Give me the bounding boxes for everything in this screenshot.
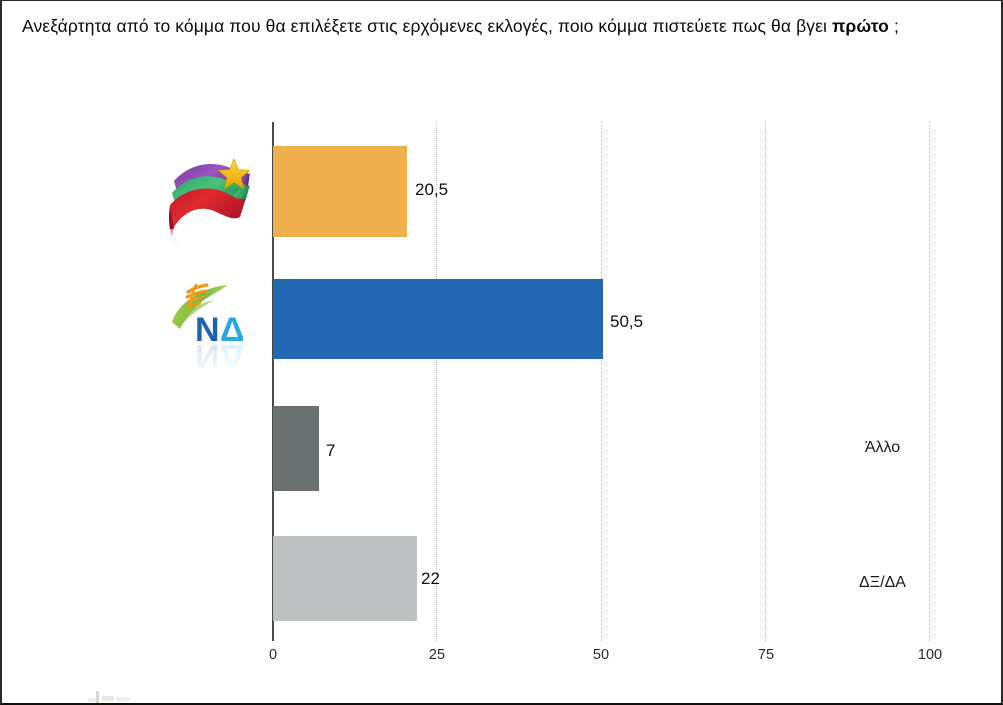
tick-label-100: 100 [917, 647, 943, 663]
question-text-suffix: ; [888, 16, 899, 36]
gridline-25 [436, 122, 438, 641]
value-axis-line [272, 122, 274, 641]
question-text-emphasis: πρώτο [831, 16, 889, 36]
tick-label-50: 50 [592, 647, 610, 663]
bar-nd[interactable] [273, 279, 603, 359]
category-label-dn-da: ΔΞ/ΔΑ [859, 574, 906, 591]
gridline-100 [929, 122, 931, 641]
svg-text:Δ: Δ [220, 311, 244, 349]
gridline-75 [765, 122, 767, 641]
tick-label-0: 0 [268, 647, 278, 663]
bar-syriza[interactable] [273, 146, 407, 237]
question-text-prefix: Ανεξάρτητα από το κόμμα που θα επιλέξετε… [22, 16, 832, 36]
cropped-footer-artifact [80, 689, 150, 703]
nd-logo-icon: Ν Δ Ν Δ [162, 273, 262, 378]
bar-value-syriza: 20,5 [415, 180, 449, 199]
bar-value-allo: 7 [326, 441, 336, 460]
page-title: Ανεξάρτητα από το κόμμα που θα επιλέξετε… [22, 13, 977, 40]
bar-value-dn-da: 22 [421, 569, 440, 588]
bar-dn-da[interactable] [273, 536, 417, 621]
syriza-flag-logo-icon [160, 141, 265, 246]
tick-label-75: 75 [757, 647, 775, 663]
bar-value-nd: 50,5 [610, 312, 644, 331]
bar-allo[interactable] [273, 406, 319, 491]
gridline-50 [601, 122, 603, 641]
category-label-allo: Άλλο [864, 439, 901, 456]
svg-text:Ν: Ν [195, 311, 220, 349]
tick-label-25: 25 [428, 647, 446, 663]
